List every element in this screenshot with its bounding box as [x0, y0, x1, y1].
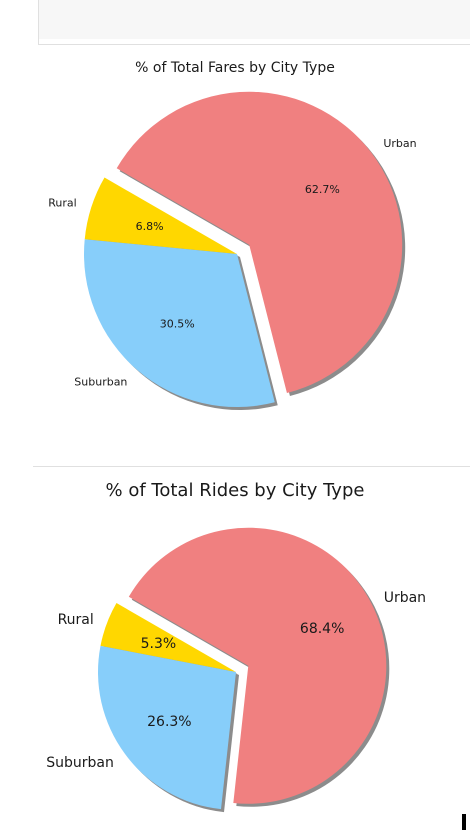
fares-pie-chart: % of Total Fares by City Type Rural 6.8% S…: [48, 60, 417, 410]
rural-label: Rural: [58, 612, 94, 628]
urban-label: Urban: [383, 137, 416, 150]
rural-label: Rural: [48, 197, 76, 210]
suburban-percent-label: 30.5%: [160, 318, 195, 331]
suburban-wedge: [98, 645, 236, 810]
suburban-label: Suburban: [74, 376, 127, 389]
rides-chart-title: % of Total Rides by City Type: [106, 480, 365, 501]
cell-divider: [33, 466, 470, 467]
urban-wedge: [128, 527, 387, 804]
rural-wedge: [84, 177, 238, 254]
text-cursor: [462, 814, 466, 830]
suburban-label: Suburban: [46, 755, 114, 771]
urban-percent-label: 62.7%: [305, 183, 340, 196]
previous-output-frame: [38, 0, 470, 45]
urban-percent-label: 68.4%: [300, 621, 344, 637]
urban-label: Urban: [384, 590, 426, 606]
urban-wedge: [116, 91, 403, 394]
suburban-wedge: [84, 239, 275, 407]
suburban-percent-label: 26.3%: [147, 714, 191, 730]
rural-percent-label: 6.8%: [136, 220, 164, 233]
fares-chart-title: % of Total Fares by City Type: [135, 60, 335, 76]
rural-percent-label: 5.3%: [141, 636, 177, 652]
rural-wedge: [100, 603, 237, 672]
